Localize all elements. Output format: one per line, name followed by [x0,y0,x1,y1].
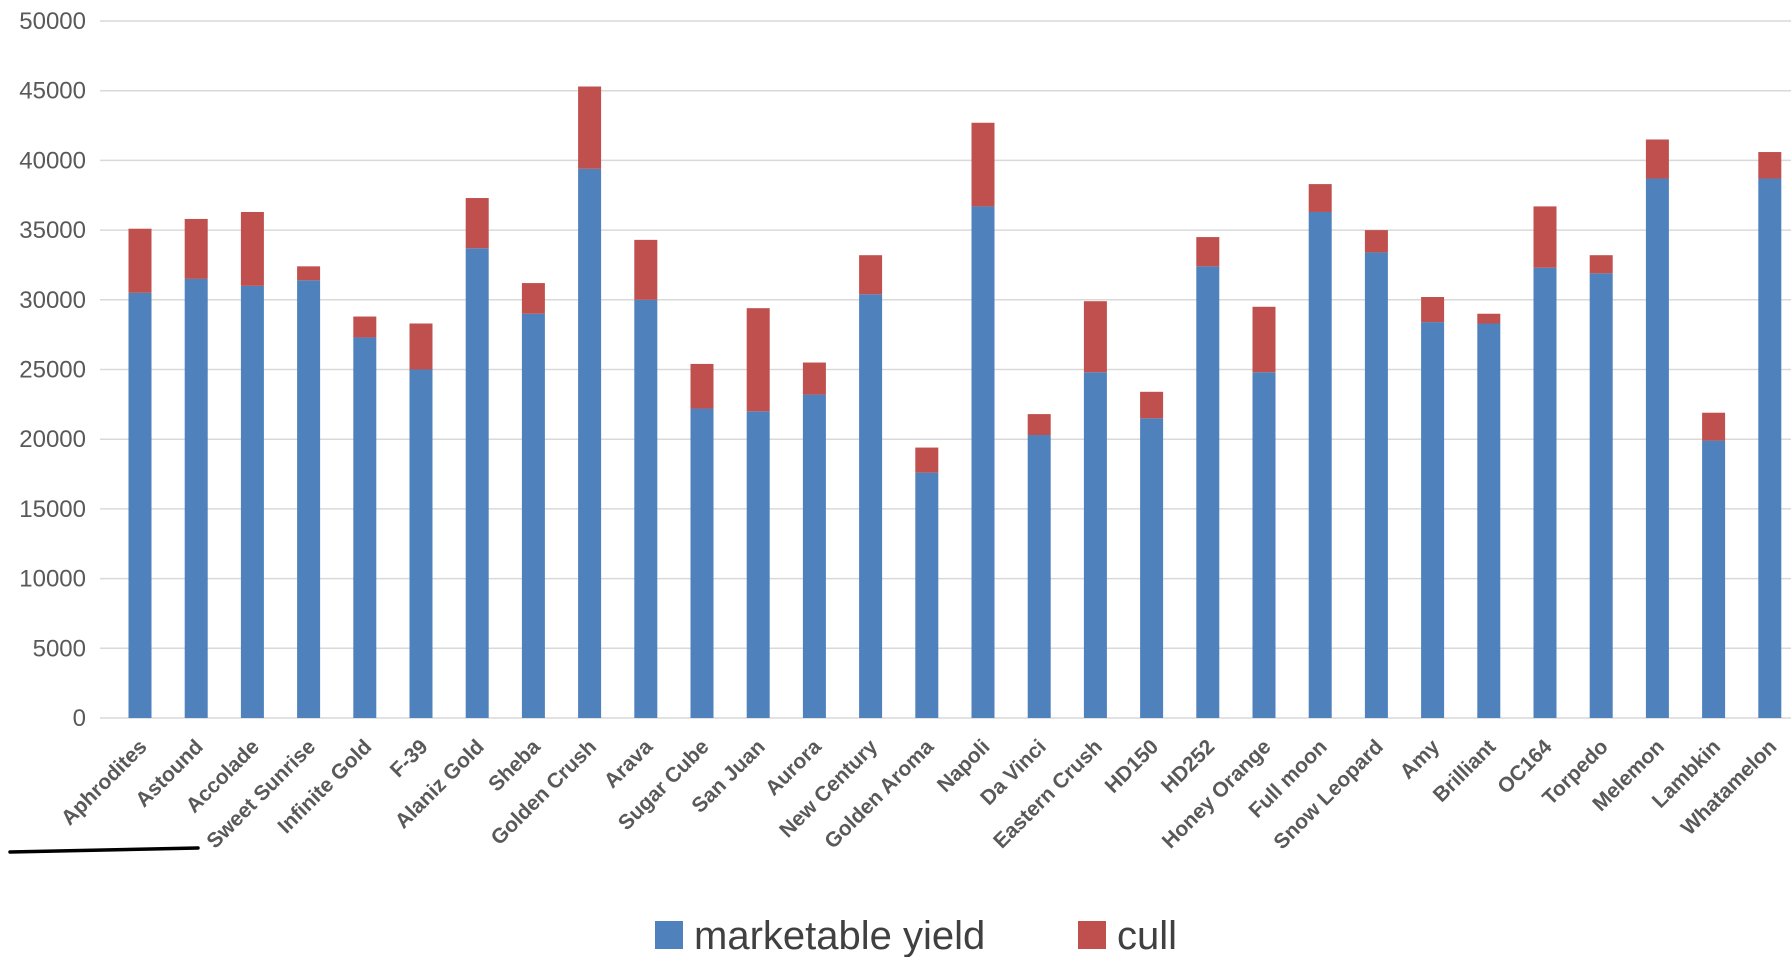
x-tick-label: HD150 [1101,735,1163,797]
bar-segment-marketable-yield [240,285,264,718]
bar-segment-cull [1477,313,1501,324]
bar-segment-cull [1252,306,1276,373]
bar-segment-marketable-yield [1252,372,1276,718]
bar-segment-cull [1533,206,1557,268]
bar-segment-cull [690,363,714,409]
bar-segment-marketable-yield [802,394,826,718]
bar-segment-marketable-yield [578,168,602,718]
bar-segment-cull [297,266,321,281]
bar-segment-marketable-yield [1477,323,1501,718]
bar-segment-marketable-yield [521,313,545,718]
stray-underline-mark [8,846,200,854]
bar-segment-cull [971,122,995,207]
y-axis: 0 5000 10000 15000 20000 25000 30000 35000 40000… [19,8,86,732]
bar-segment-cull [1645,139,1669,179]
y-tick-label: 45000 [19,78,86,105]
bar-segment-cull [1027,414,1051,436]
bars [128,86,1782,719]
y-tick-label: 35000 [19,217,86,244]
bar-segment-cull [1083,301,1107,373]
bar-segment-cull [128,228,152,293]
bar-segment-cull [802,362,826,395]
bar-segment-cull [409,323,433,370]
y-tick-label: 30000 [19,287,86,314]
bar-segment-marketable-yield [128,292,152,718]
bar-segment-marketable-yield [297,280,321,718]
bar-segment-cull [1308,184,1332,212]
bar-segment-cull [1140,391,1164,419]
y-tick-label: 5000 [33,635,86,662]
bar-segment-marketable-yield [353,337,377,718]
bar-segment-marketable-yield [1533,267,1557,718]
bar-segment-cull [521,283,545,314]
legend: marketable yield cull [655,914,1177,958]
x-tick-label: New Century [775,735,882,842]
bar-segment-marketable-yield [1196,266,1220,718]
bar-segment-cull [859,255,883,295]
bar-segment-marketable-yield [1140,418,1164,718]
legend-marketable-yield-swatch [655,921,683,949]
bar-segment-cull [240,211,264,286]
bar-segment-cull [1421,297,1445,323]
legend-marketable-yield-label: marketable yield [694,914,985,957]
legend-cull-swatch [1078,921,1106,949]
bar-segment-marketable-yield [746,411,770,718]
bar-segment-cull [1364,230,1388,253]
bar-segment-marketable-yield [1702,440,1726,718]
y-tick-label: 40000 [19,147,86,174]
bar-segment-marketable-yield [184,278,208,718]
bar-segment-marketable-yield [690,408,714,718]
bar-segment-cull [1758,152,1782,179]
bar-segment-cull [1196,237,1220,267]
y-tick-label: 15000 [19,496,86,523]
y-tick-label: 50000 [19,8,86,35]
bar-segment-marketable-yield [409,369,433,718]
x-tick-label: Amy [1396,735,1445,784]
bar-segment-marketable-yield [859,294,883,718]
legend-cull-label: cull [1117,914,1177,957]
bar-segment-cull [1589,255,1613,274]
bar-segment-marketable-yield [915,472,939,718]
bar-segment-marketable-yield [1421,322,1445,718]
bar-segment-marketable-yield [634,299,658,718]
bar-segment-cull [1702,412,1726,441]
bar-segment-marketable-yield [1589,273,1613,718]
x-tick-label: F-39 [386,735,433,782]
bar-segment-cull [465,198,489,249]
bar-segment-marketable-yield [1027,435,1051,718]
bar-segment-marketable-yield [1308,211,1332,718]
bar-segment-marketable-yield [1645,178,1669,719]
bar-segment-marketable-yield [465,248,489,719]
bar-segment-marketable-yield [1364,252,1388,719]
bar-segment-marketable-yield [971,206,995,719]
bar-segment-marketable-yield [1083,372,1107,718]
bar-segment-cull [634,239,658,300]
x-tick-label: Aphrodites [57,735,152,830]
y-tick-label: 20000 [19,426,86,453]
bar-segment-cull [578,86,602,169]
bar-segment-marketable-yield [1758,178,1782,719]
bar-segment-cull [353,316,377,338]
y-tick-label: 0 [73,705,86,732]
bar-segment-cull [746,308,770,412]
bar-segment-cull [915,447,939,473]
x-tick-label: Brilliant [1429,735,1501,807]
bar-segment-cull [184,218,208,279]
y-tick-label: 25000 [19,357,86,384]
gridlines [100,20,1791,719]
y-tick-label: 10000 [19,566,86,593]
